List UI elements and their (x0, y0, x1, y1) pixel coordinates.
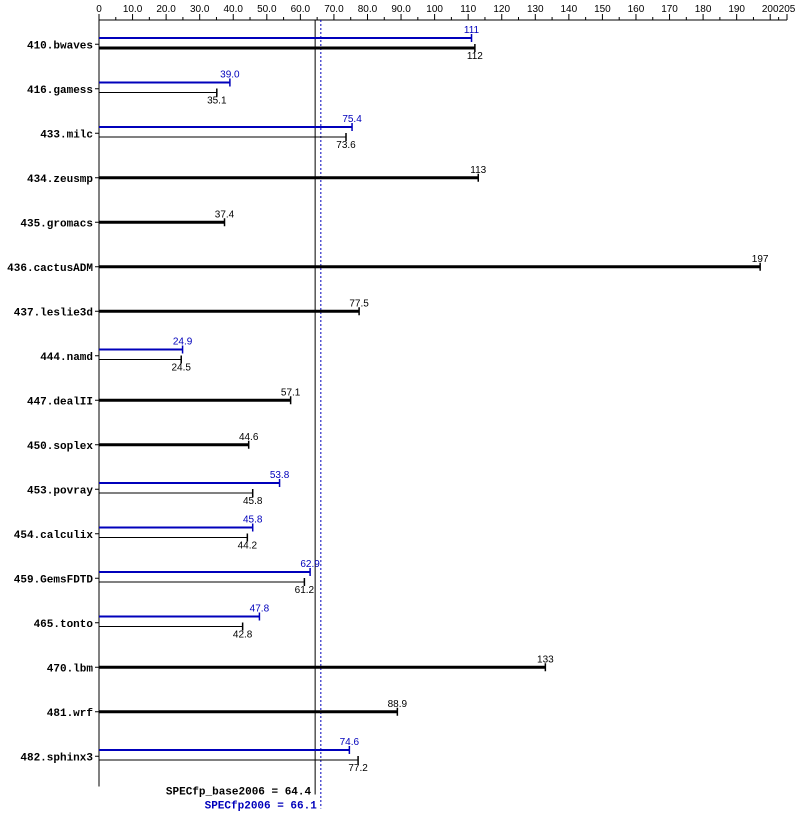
axis-tick-label: 200 (762, 4, 779, 15)
base-value-label: 24.5 (171, 363, 191, 374)
axis-tick-label: 170 (661, 4, 678, 15)
benchmark-label: 481.wrf (47, 708, 94, 720)
base-value-label: 37.4 (215, 209, 235, 220)
summary-base-label: SPECfp_base2006 = 64.4 (166, 787, 312, 799)
base-value-label: 61.2 (295, 585, 315, 596)
peak-value-label: 74.6 (340, 737, 360, 748)
base-value-label: 45.8 (243, 496, 263, 507)
axis-tick-label: 10.0 (123, 4, 143, 15)
benchmark-label: 433.milc (40, 129, 93, 141)
axis-tick-label: 40.0 (224, 4, 244, 15)
benchmark-label: 450.soplex (27, 441, 93, 453)
peak-value-label: 24.9 (173, 337, 193, 348)
axis-tick-label: 30.0 (190, 4, 210, 15)
benchmark-label: 447.dealII (27, 396, 93, 408)
axis-tick-label: 20.0 (156, 4, 176, 15)
benchmark-label: 435.gromacs (20, 218, 93, 230)
benchmark-label: 459.GemsFDTD (14, 574, 94, 586)
base-value-label: 73.6 (336, 140, 356, 151)
base-value-label: 35.1 (207, 96, 227, 107)
benchmark-label: 410.bwaves (27, 40, 93, 52)
benchmark-label: 482.sphinx3 (20, 752, 93, 764)
base-value-label: 133 (537, 654, 554, 665)
benchmark-label: 465.tonto (34, 619, 94, 631)
base-value-label: 44.2 (238, 541, 258, 552)
benchmark-label: 434.zeusmp (27, 174, 93, 186)
peak-value-label: 75.4 (342, 114, 362, 125)
axis-tick-label: 160 (628, 4, 645, 15)
axis-tick-label: 180 (695, 4, 712, 15)
benchmark-label: 454.calculix (14, 530, 94, 542)
peak-value-label: 111 (464, 25, 480, 36)
base-value-label: 77.5 (349, 298, 369, 309)
axis-tick-label: 100 (426, 4, 443, 15)
axis-tick-label: 140 (561, 4, 578, 15)
benchmark-label: 437.leslie3d (14, 307, 93, 319)
summary-peak-label: SPECfp2006 = 66.1 (205, 801, 318, 813)
base-value-label: 197 (752, 254, 769, 265)
axis-tick-label: 205 (779, 4, 796, 15)
base-value-label: 77.2 (348, 763, 368, 774)
chart-svg: 0 10.0 20.0 30.0 40.0 50.0 60.0 70.0 80.0 90.0 100… (0, 0, 799, 831)
axis-tick-label: 60.0 (291, 4, 311, 15)
peak-value-label: 53.8 (270, 470, 290, 481)
axis-tick-label: 120 (493, 4, 510, 15)
base-value-label: 112 (467, 51, 483, 62)
axis-tick-label: 0 (96, 4, 102, 15)
axis-tick-label: 190 (728, 4, 745, 15)
axis-tick-label: 50.0 (257, 4, 277, 15)
axis-tick-label: 150 (594, 4, 611, 15)
base-value-label: 42.8 (233, 630, 253, 641)
benchmark-label: 470.lbm (47, 663, 94, 675)
peak-value-label: 39.0 (220, 70, 240, 81)
axis-tick-label: 70.0 (324, 4, 344, 15)
benchmark-label: 416.gamess (27, 85, 93, 97)
axis-tick-label: 80.0 (358, 4, 378, 15)
axis-tick-label: 130 (527, 4, 544, 15)
base-value-label: 57.1 (281, 387, 301, 398)
base-value-label: 88.9 (388, 699, 408, 710)
benchmark-label: 453.povray (27, 485, 93, 497)
peak-value-label: 47.8 (250, 604, 270, 615)
axis-tick-label: 110 (460, 4, 476, 15)
peak-value-label: 45.8 (243, 515, 263, 526)
spec-chart: 0 10.0 20.0 30.0 40.0 50.0 60.0 70.0 80.0 90.0 100… (0, 0, 799, 831)
benchmark-label: 444.namd (40, 352, 93, 364)
benchmark-label: 436.cactusADM (7, 263, 93, 275)
axis-tick-label: 90.0 (391, 4, 411, 15)
peak-value-label: 62.9 (300, 559, 320, 570)
base-value-label: 113 (470, 165, 486, 176)
base-value-label: 44.6 (239, 432, 259, 443)
